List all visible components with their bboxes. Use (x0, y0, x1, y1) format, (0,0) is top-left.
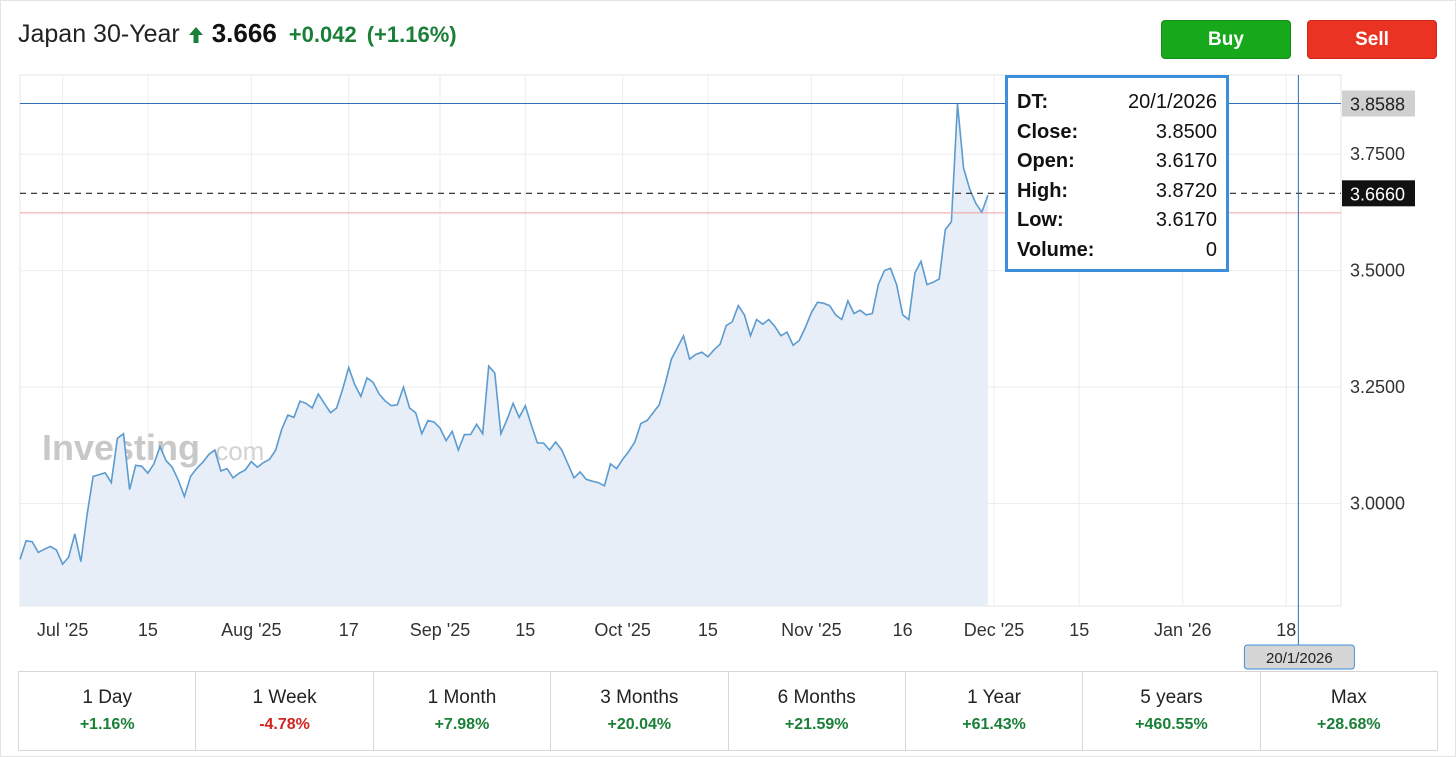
x-tick-label: Nov '25 (781, 620, 841, 640)
y-tick-label: 3.0000 (1350, 494, 1405, 514)
range-6-months[interactable]: 6 Months +21.59% (729, 672, 906, 750)
range-change: +1.16% (79, 716, 135, 733)
tooltip-value: 3.6170 (1155, 150, 1217, 173)
tooltip-row-open: Open: 3.6170 (1017, 147, 1217, 177)
tooltip-row-close: Close: 3.8500 (1017, 118, 1217, 148)
tooltip-value: 0 (1205, 238, 1217, 261)
x-tick-label: 15 (698, 620, 718, 640)
range-label: 1 Week (252, 687, 317, 708)
tooltip-row-low: Low: 3.6170 (1017, 206, 1217, 236)
range-change: +21.59% (784, 716, 849, 733)
instrument-price: 3.666 (211, 18, 277, 48)
tooltip-key: High: (1017, 179, 1069, 202)
current-price-badge-label: 3.6660 (1350, 184, 1405, 204)
y-axis: 3.0000 3.2500 3.5000 3.7500 3.6660 (1342, 144, 1415, 514)
range-label: 1 Day (82, 687, 132, 708)
tooltip-value: 3.8720 (1155, 179, 1217, 202)
price-area-fill (20, 103, 988, 607)
range-1-year[interactable]: 1 Year +61.43% (906, 672, 1084, 750)
x-tick-label: Oct '25 (594, 620, 650, 640)
range-max[interactable]: Max +28.68% (1261, 672, 1437, 750)
crosshair: 3.8588 20/1/2026 (20, 75, 1415, 670)
price-chart[interactable]: Investing .com Jul '25 15 Aug '25 17 Sep '25… (0, 0, 1456, 670)
crosshair-x-label: 20/1/2026 (1266, 650, 1333, 667)
tooltip-key: DT: (1017, 91, 1049, 113)
range-change: +61.43% (962, 716, 1026, 733)
data-tooltip: DT: 20/1/2026 Close: 3.8500 Open: 3.6170… (1005, 75, 1229, 272)
watermark-logo: Investing .com (42, 427, 264, 468)
tooltip-value: 3.6170 (1155, 209, 1217, 232)
x-tick-label: Jul '25 (37, 620, 88, 640)
price-line (19, 103, 989, 566)
tooltip-key: Volume: (1017, 238, 1095, 261)
x-tick-label: 15 (515, 620, 535, 640)
x-tick-label: 16 (893, 620, 913, 640)
tooltip-key: Open: (1017, 150, 1075, 173)
x-tick-label: Jan '26 (1154, 620, 1211, 640)
instrument-header: Japan 30-Year 3.666 +0.042 (+1.16%) (18, 18, 457, 50)
tooltip-key: Low: (1017, 209, 1064, 232)
range-label: Max (1330, 687, 1367, 708)
x-tick-label: 18 (1276, 620, 1296, 640)
crosshair-y-label: 3.8588 (1350, 95, 1405, 115)
x-tick-label: Aug '25 (221, 620, 282, 640)
y-tick-label: 3.2500 (1350, 377, 1405, 397)
x-tick-label: 15 (138, 620, 158, 640)
x-axis: Jul '25 15 Aug '25 17 Sep '25 15 Oct '25 15 Nov … (37, 620, 1296, 640)
range-label: 1 Month (427, 687, 497, 708)
y-tick-label: 3.7500 (1350, 144, 1405, 164)
range-change: +7.98% (434, 716, 490, 733)
sell-button[interactable]: Sell (1307, 20, 1437, 59)
tooltip-value: 20/1/2026 (1128, 91, 1217, 113)
range-label: 3 Months (600, 687, 679, 708)
y-tick-label: 3.5000 (1350, 261, 1405, 281)
buy-button[interactable]: Buy (1161, 20, 1291, 59)
tooltip-value: 3.8500 (1155, 120, 1217, 143)
range-3-months[interactable]: 3 Months +20.04% (551, 672, 729, 750)
current-price-badge (1342, 180, 1415, 207)
tooltip-row-date: DT: 20/1/2026 (1017, 88, 1217, 118)
crosshair-x-badge (1243, 644, 1355, 670)
x-tick-label: Dec '25 (964, 620, 1024, 640)
range-change: -4.78% (259, 716, 310, 733)
tooltip-row-high: High: 3.8720 (1017, 177, 1217, 207)
time-range-selector: 1 Day +1.16% 1 Week -4.78% 1 Month +7.98… (18, 671, 1438, 751)
x-tick-label: 17 (339, 620, 359, 640)
x-tick-label: Sep '25 (410, 620, 471, 640)
instrument-name: Japan 30-Year (18, 20, 180, 48)
range-label: 1 Year (967, 687, 1022, 708)
range-label: 5 years (1140, 687, 1203, 708)
arrow-up-icon (188, 27, 203, 43)
range-label: 6 Months (777, 687, 856, 708)
tooltip-key: Close: (1017, 120, 1079, 143)
x-tick-label: 15 (1069, 620, 1089, 640)
crosshair-y-badge (1342, 90, 1415, 117)
range-1-day[interactable]: 1 Day +1.16% (19, 672, 197, 750)
tooltip-row-volume: Volume: 0 (1017, 236, 1217, 266)
range-change: +20.04% (607, 716, 672, 733)
range-5-years[interactable]: 5 years +460.55% (1083, 672, 1261, 750)
range-1-week[interactable]: 1 Week -4.78% (196, 672, 374, 750)
range-1-month[interactable]: 1 Month +7.98% (374, 672, 552, 750)
instrument-change: +0.042 (288, 22, 357, 47)
instrument-change-percent: (+1.16%) (366, 22, 457, 47)
range-change: +460.55% (1135, 716, 1208, 733)
range-change: +28.68% (1317, 716, 1381, 733)
